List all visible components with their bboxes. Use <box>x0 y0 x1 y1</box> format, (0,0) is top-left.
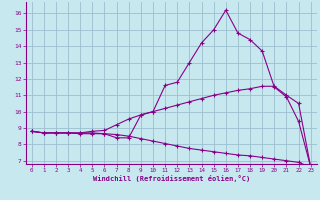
X-axis label: Windchill (Refroidissement éolien,°C): Windchill (Refroidissement éolien,°C) <box>92 175 250 182</box>
